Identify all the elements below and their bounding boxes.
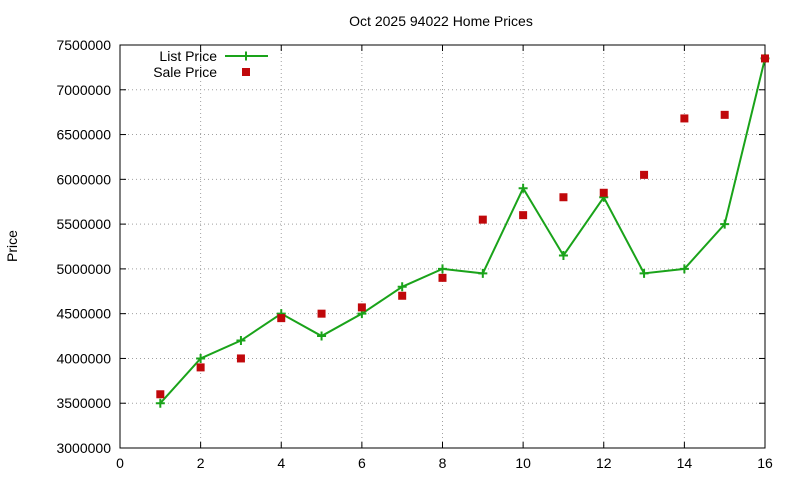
- x-tick-label: 10: [515, 455, 531, 471]
- y-tick-label: 4000000: [56, 350, 111, 366]
- data-point-square: [196, 363, 205, 372]
- series-sale-price: [156, 54, 769, 399]
- legend-swatch-marker: [241, 51, 251, 61]
- x-tick-label: 6: [358, 455, 366, 471]
- x-tick-label: 16: [757, 455, 773, 471]
- data-point-square: [599, 188, 608, 197]
- x-tick-label: 14: [677, 455, 693, 471]
- y-tick-label: 5000000: [56, 261, 111, 277]
- data-point-square: [357, 303, 366, 312]
- data-point-plus: [518, 183, 528, 193]
- data-point-plus: [639, 268, 649, 278]
- data-point-square: [680, 114, 689, 123]
- y-tick-label: 6500000: [56, 127, 111, 143]
- series: [155, 53, 770, 408]
- legend-label: List Price: [159, 48, 217, 64]
- y-tick-label: 7500000: [56, 37, 111, 53]
- data-point-square: [277, 314, 286, 323]
- data-point-plus: [679, 264, 689, 274]
- x-tick-label: 2: [197, 455, 205, 471]
- legend-swatch-marker: [242, 68, 250, 76]
- x-tick-label: 12: [596, 455, 612, 471]
- x-tick-label: 4: [277, 455, 285, 471]
- x-tick-label: 0: [116, 455, 124, 471]
- plot-frame: [119, 44, 766, 449]
- y-tick-label: 4500000: [56, 306, 111, 322]
- tick-labels: 3000000 3500000 4000000 4500000 5000000 55000…: [56, 37, 773, 471]
- data-point-square: [236, 354, 245, 363]
- data-point-plus: [236, 336, 246, 346]
- data-point-square: [519, 211, 528, 220]
- y-tick-label: 5500000: [56, 216, 111, 232]
- data-point-plus: [478, 268, 488, 278]
- data-point-square: [398, 291, 407, 300]
- x-tick-label: 8: [439, 455, 447, 471]
- data-point-square: [559, 193, 568, 202]
- data-point-square: [438, 273, 447, 282]
- chart-title: Oct 2025 94022 Home Prices: [349, 13, 533, 29]
- data-point-plus: [720, 219, 730, 229]
- y-tick-label: 6000000: [56, 171, 111, 187]
- data-point-plus: [397, 282, 407, 292]
- y-tick-label: 3500000: [56, 395, 111, 411]
- data-point-plus: [155, 398, 165, 408]
- series-list-price: [155, 53, 770, 408]
- data-point-square: [478, 215, 487, 224]
- data-point-square: [761, 54, 769, 63]
- grid: [120, 45, 765, 448]
- y-axis-label: Price: [4, 230, 20, 262]
- data-point-plus: [196, 353, 206, 363]
- data-point-plus: [438, 264, 447, 274]
- data-point-square: [156, 390, 165, 399]
- y-tick-label: 7000000: [56, 82, 111, 98]
- data-point-square: [720, 110, 729, 119]
- axes: [119, 44, 766, 449]
- data-point-square: [640, 170, 649, 179]
- data-point-square: [317, 309, 326, 318]
- data-point-plus: [558, 250, 568, 260]
- series-line: [159, 58, 766, 404]
- data-point-plus: [317, 331, 327, 341]
- legend-label: Sale Price: [153, 64, 217, 80]
- y-tick-label: 3000000: [56, 440, 111, 456]
